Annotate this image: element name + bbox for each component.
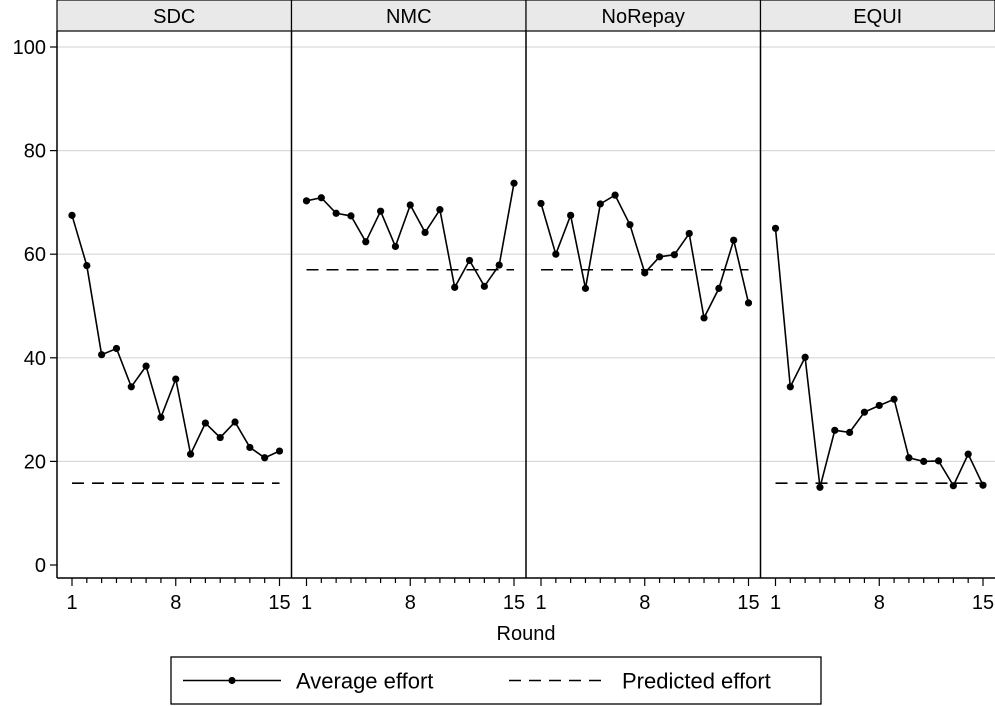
x-tick-label: 15 [268, 592, 290, 614]
average-effort-point [801, 353, 809, 361]
average-effort-point [641, 269, 649, 277]
average-effort-point [216, 433, 224, 442]
average-effort-point [436, 206, 444, 214]
average-effort-point [611, 191, 619, 199]
average-effort-point [421, 228, 429, 237]
average-effort-point [406, 201, 414, 209]
average-effort-point [581, 284, 590, 292]
average-effort-point [786, 383, 794, 391]
panel-strip [759, 0, 995, 32]
average-effort-point [949, 482, 957, 490]
average-effort-point [347, 212, 355, 220]
average-effort-point [142, 362, 150, 370]
average-effort-point [377, 207, 385, 215]
average-effort-point [362, 238, 370, 246]
x-tick-label: 8 [874, 592, 885, 614]
x-tick-label: 1 [66, 592, 77, 614]
average-effort-point [744, 299, 753, 307]
average-effort-point [246, 443, 254, 452]
average-effort-point [261, 454, 269, 462]
average-effort-point [201, 419, 209, 427]
panel-title: NoRepay [602, 6, 685, 28]
average-effort-point [670, 251, 678, 259]
x-tick-label: 8 [405, 592, 416, 614]
y-tick-label: 40 [24, 348, 46, 370]
panel-strip [290, 0, 527, 32]
average-effort-point [552, 250, 560, 258]
average-effort-point [391, 242, 400, 251]
average-effort-point [685, 229, 693, 238]
x-tick-label: 15 [503, 592, 525, 614]
legend: Average effort Predicted effort [170, 656, 822, 705]
average-effort-point [730, 236, 738, 244]
average-effort-point [979, 481, 987, 489]
average-effort-point [451, 283, 459, 291]
axes: SDC 1 8 15 NMC 1 8 15 NoRepay 1 8 15 EQUI 1 8 15 0 20 40 60… [13, 0, 995, 614]
average-effort-point [875, 401, 883, 410]
average-effort-point [655, 253, 664, 261]
average-effort-point [846, 428, 854, 436]
legend-label-average: Average effort [296, 669, 433, 694]
x-axis-label: Round [497, 623, 556, 645]
average-effort-point [510, 179, 518, 187]
average-effort-point [127, 383, 135, 391]
x-tick-label: 1 [770, 592, 781, 614]
average-effort-point [186, 450, 195, 458]
panel-title: EQUI [853, 6, 902, 28]
average-effort-point [890, 395, 898, 403]
average-effort-line [306, 183, 515, 290]
average-effort-point [302, 197, 311, 205]
x-tick-label: 1 [301, 592, 312, 614]
average-effort-point [964, 450, 972, 458]
average-effort-point [83, 261, 91, 270]
average-effort-point [626, 221, 634, 229]
average-effort-point [567, 211, 575, 219]
average-effort-point [112, 344, 121, 353]
y-tick-label: 20 [24, 451, 46, 473]
x-tick-label: 8 [639, 592, 650, 614]
x-tick-label: 15 [972, 592, 994, 614]
panel-title: NMC [386, 6, 432, 28]
x-tick-label: 15 [737, 592, 759, 614]
average-effort-point [332, 209, 340, 217]
x-tick-label: 1 [535, 592, 546, 614]
average-effort-point [816, 483, 824, 491]
average-effort-point [860, 408, 869, 416]
average-effort-point [317, 194, 325, 202]
average-effort-point [715, 284, 723, 292]
legend-marker-average [228, 676, 236, 685]
average-effort-point [465, 256, 474, 265]
average-effort-point [934, 457, 943, 465]
average-effort-point [596, 200, 604, 208]
average-effort-point [905, 454, 913, 462]
y-tick-label: 60 [24, 244, 46, 266]
average-effort-point [700, 314, 708, 322]
y-tick-label: 80 [24, 141, 46, 163]
average-effort-line [71, 215, 280, 459]
average-effort-point [480, 282, 488, 290]
panel-strip [525, 0, 762, 32]
average-effort-point [275, 447, 284, 455]
average-effort-point [172, 375, 180, 383]
panel-strip [56, 0, 293, 32]
average-effort-point [231, 418, 239, 426]
average-effort-point [98, 351, 106, 359]
x-tick-label: 8 [170, 592, 181, 614]
panel-title: SDC [153, 6, 195, 28]
average-effort-point [831, 426, 839, 434]
average-effort-point [537, 199, 545, 208]
legend-label-predicted: Predicted effort [622, 669, 771, 694]
y-tick-label: 0 [35, 555, 46, 577]
y-tick-label: 100 [13, 37, 46, 59]
average-effort-point [495, 261, 503, 269]
average-effort-point [920, 457, 928, 465]
average-effort-point [157, 413, 165, 421]
average-effort-point [68, 211, 76, 219]
average-effort-point [771, 224, 780, 232]
